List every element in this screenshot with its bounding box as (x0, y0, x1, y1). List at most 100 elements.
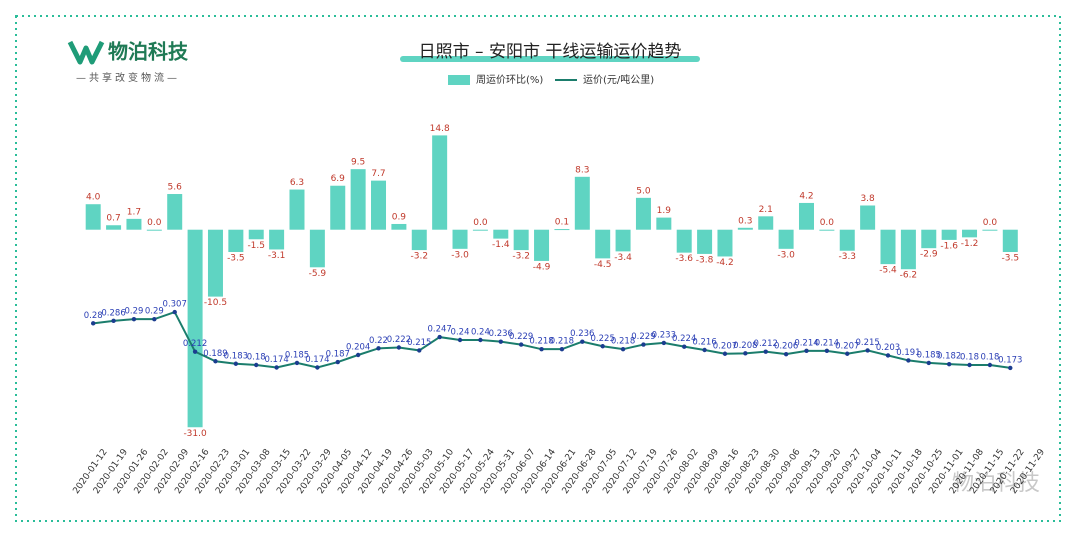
data-label: -3.2 (512, 252, 530, 262)
point (559, 346, 565, 352)
data-label: 0.189 (203, 349, 227, 359)
data-label: 0.0 (820, 218, 835, 228)
data-label: -6.2 (900, 271, 918, 281)
data-label: 4.0 (86, 193, 101, 203)
data-label: 0.28 (84, 311, 103, 321)
point (783, 351, 789, 357)
bar (656, 217, 672, 230)
bar (432, 135, 448, 230)
bar (697, 229, 713, 254)
data-label: 0.236 (570, 329, 594, 339)
point (824, 348, 830, 354)
data-label: -3.3 (838, 252, 856, 262)
data-label: -3.8 (696, 255, 714, 265)
data-label: 0.174 (264, 355, 288, 365)
data-label: -10.5 (204, 298, 227, 308)
data-label: 0.0 (983, 218, 998, 228)
data-label: -1.5 (247, 241, 265, 251)
point (661, 340, 667, 346)
data-label: 0.24 (471, 328, 490, 338)
point (396, 345, 402, 350)
bar (595, 229, 611, 259)
point (213, 359, 218, 364)
bar (941, 229, 957, 240)
line (93, 310, 1011, 369)
bar (167, 194, 183, 230)
bar (819, 229, 835, 231)
point (90, 321, 96, 326)
data-label: -4.2 (716, 258, 734, 268)
point (845, 351, 850, 356)
data-label: 0.224 (672, 334, 696, 344)
data-label: 0.3 (738, 216, 752, 226)
bar (758, 216, 774, 230)
point (254, 362, 259, 368)
point (518, 342, 524, 347)
bar (554, 229, 570, 231)
data-label: 0.233 (652, 330, 676, 340)
point (702, 347, 707, 353)
point (172, 309, 177, 315)
bar (798, 202, 814, 230)
chart-title: 日照市 – 安阳市 干线运输运价趋势 (419, 42, 682, 62)
data-label: 0.212 (183, 339, 207, 349)
data-label: 8.3 (575, 165, 589, 175)
point (111, 318, 116, 324)
legend-swatch (448, 75, 470, 85)
data-label: 0.0 (473, 218, 488, 228)
bar (534, 229, 550, 261)
point (600, 344, 605, 349)
watermark: 物泊科技 (952, 471, 1040, 496)
data-label: 0.214 (815, 338, 839, 348)
data-label: 0.0 (147, 218, 162, 228)
bar (493, 229, 509, 239)
bar (900, 229, 916, 270)
bar (472, 229, 488, 231)
bar (228, 229, 244, 253)
data-label: 0.182 (937, 352, 961, 362)
bar (106, 225, 122, 230)
data-label: 0.236 (489, 329, 513, 339)
logo-name: 物泊科技 (108, 40, 189, 64)
data-label: 0.218 (611, 337, 635, 347)
data-label: 0.225 (591, 334, 615, 344)
point (763, 349, 768, 354)
point (906, 358, 911, 363)
bar (411, 229, 427, 251)
data-label: 0.208 (733, 341, 757, 351)
point (1008, 365, 1013, 371)
data-label: 0.218 (550, 337, 574, 347)
point (967, 362, 972, 368)
title-underline (400, 56, 700, 62)
bar (615, 229, 631, 252)
point (457, 337, 463, 343)
bar (85, 204, 101, 230)
data-label: -1.4 (492, 240, 510, 250)
data-label: 0.1 (555, 218, 569, 228)
bar (289, 189, 305, 230)
point (539, 346, 544, 352)
point (987, 362, 993, 368)
point (192, 349, 198, 354)
data-label: -3.4 (614, 253, 632, 263)
data-label: -3.6 (675, 254, 693, 264)
bar (839, 229, 855, 251)
point (498, 339, 503, 344)
logo-icon (67, 40, 105, 65)
data-label: 1.7 (127, 207, 141, 217)
data-label: 0.173 (998, 355, 1022, 365)
data-label: -1.2 (961, 239, 979, 249)
data-label: 0.185 (917, 350, 941, 360)
data-label: 5.0 (636, 186, 651, 196)
data-label: 0.215 (407, 338, 431, 348)
point (722, 351, 728, 356)
data-label: 0.7 (106, 214, 120, 224)
point (437, 334, 442, 340)
bar (982, 229, 998, 231)
data-label: 9.5 (351, 158, 365, 168)
data-label: 0.24 (451, 328, 470, 338)
data-label: -3.0 (451, 250, 469, 260)
data-label: 0.203 (876, 343, 900, 353)
data-label: 0.229 (509, 332, 533, 342)
